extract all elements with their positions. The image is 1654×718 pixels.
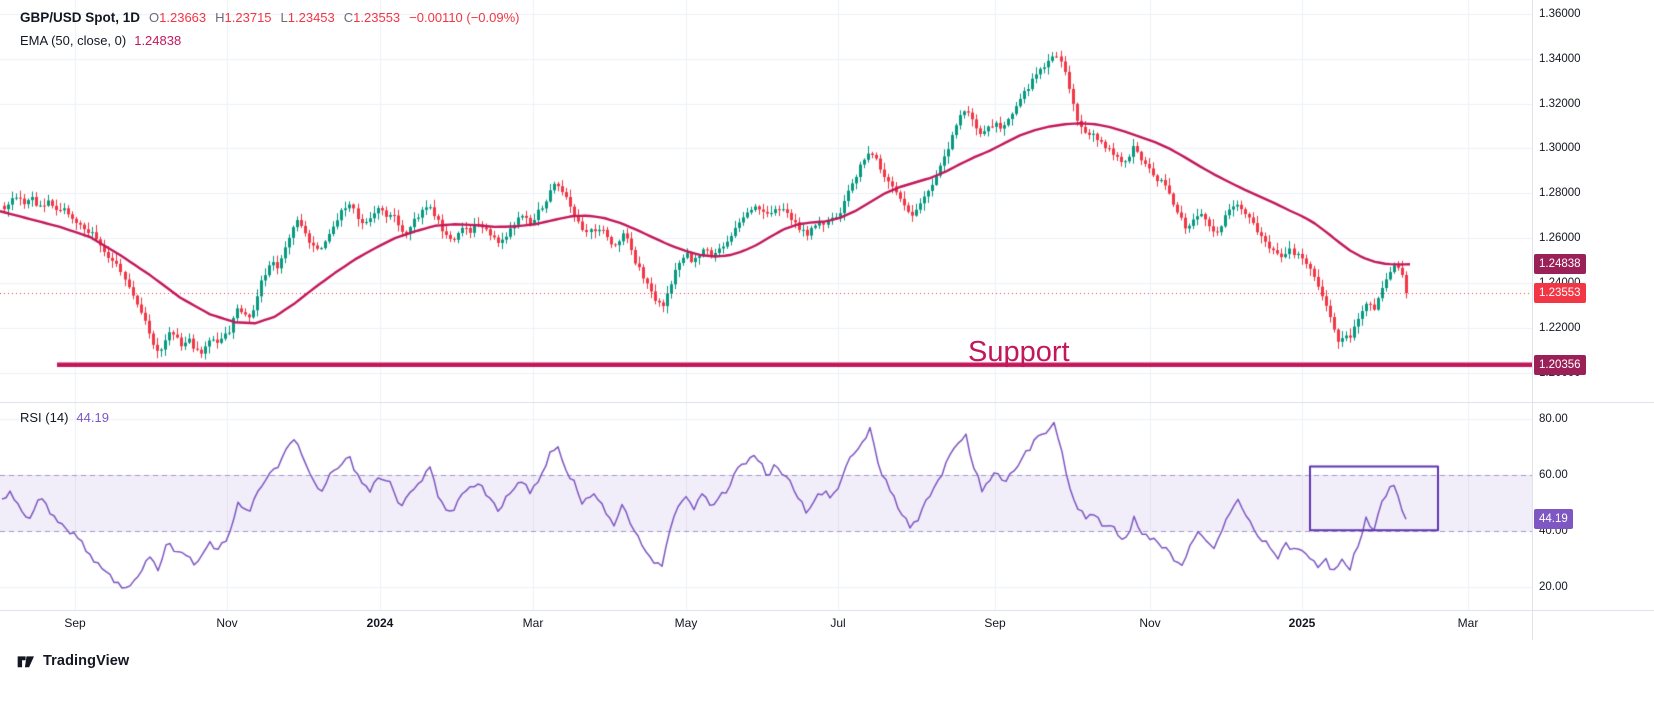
time-axis-label: Nov bbox=[1139, 616, 1161, 630]
price-axis[interactable]: 1.36000 1.34000 1.32000 1.30000 1.28000 1.260… bbox=[1533, 0, 1654, 610]
ohlc-high-label: H bbox=[215, 10, 225, 25]
ohlc-close-label: C bbox=[343, 10, 354, 25]
price-axis-label: 1.28000 bbox=[1539, 187, 1581, 200]
rsi-label: RSI (14) bbox=[20, 410, 69, 425]
rsi-axis-label: 60.00 bbox=[1539, 469, 1568, 481]
price-axis-label: 1.36000 bbox=[1539, 7, 1581, 20]
tradingview-logo-icon bbox=[16, 651, 36, 671]
ema-label: EMA (50, close, 0) bbox=[20, 33, 127, 48]
ohlc-low-label: L bbox=[280, 10, 288, 25]
ema-value: 1.24838 bbox=[134, 33, 182, 48]
ohlc-close-value: 1.23553 bbox=[353, 10, 401, 25]
time-axis-label: Nov bbox=[216, 616, 238, 630]
tradingview-attribution[interactable]: TradingView bbox=[16, 648, 129, 674]
pane-separator[interactable] bbox=[0, 402, 1654, 403]
ohlc-high: H1.23715 bbox=[215, 10, 271, 25]
time-axis-label: May bbox=[674, 616, 698, 630]
price-axis-label: 1.26000 bbox=[1539, 232, 1581, 245]
chart-canvas[interactable] bbox=[0, 0, 1532, 610]
symbol-title: GBP/USD Spot, 1D bbox=[20, 10, 141, 25]
ohlc-low-value: 1.23453 bbox=[287, 10, 335, 25]
rsi-legend[interactable]: RSI (14) 44.19 bbox=[20, 410, 109, 425]
ohlc-open-label: O bbox=[149, 10, 160, 25]
support-annotation-label[interactable]: Support bbox=[968, 336, 1070, 368]
rsi-axis-label: 20.00 bbox=[1539, 581, 1568, 594]
price-scale-separator[interactable] bbox=[1532, 0, 1533, 640]
time-axis-label: Mar bbox=[522, 616, 544, 630]
time-axis-label: Mar bbox=[1457, 616, 1479, 630]
price-axis-label: 1.30000 bbox=[1539, 142, 1581, 155]
time-axis-label: 2025 bbox=[1288, 616, 1316, 630]
price-axis-label: 1.32000 bbox=[1539, 97, 1581, 110]
last-price-badge: 1.23553 bbox=[1534, 282, 1586, 303]
rsi-value-badge: 44.19 bbox=[1534, 509, 1573, 530]
time-axis-label: 2024 bbox=[366, 616, 394, 630]
time-axis-label: Sep bbox=[64, 616, 86, 630]
rsi-value: 44.19 bbox=[76, 410, 109, 425]
time-axis-label: Sep bbox=[984, 616, 1006, 630]
time-axis[interactable]: Sep Nov 2024 Mar May Jul Sep Nov 2025 Mar bbox=[0, 611, 1532, 639]
support-price-badge: 1.20356 bbox=[1534, 354, 1586, 375]
ohlc-high-value: 1.23715 bbox=[224, 10, 272, 25]
ema-price-badge: 1.24838 bbox=[1534, 254, 1586, 275]
time-axis-label: Jul bbox=[830, 616, 846, 630]
change-value: −0.00110 (−0.09%) bbox=[409, 10, 520, 25]
symbol-legend[interactable]: GBP/USD Spot, 1D O1.23663 H1.23715 L1.23453… bbox=[20, 10, 520, 25]
ohlc-close: C1.23553 bbox=[344, 10, 400, 25]
ohlc-open-value: 1.23663 bbox=[159, 10, 207, 25]
price-axis-label: 1.34000 bbox=[1539, 52, 1581, 65]
rsi-axis-label: 80.00 bbox=[1539, 413, 1568, 425]
price-axis-label: 1.22000 bbox=[1539, 321, 1581, 334]
tradingview-brand-text: TradingView bbox=[43, 653, 130, 669]
ohlc-open: O1.23663 bbox=[149, 10, 206, 25]
ema-legend[interactable]: EMA (50, close, 0) 1.24838 bbox=[20, 33, 181, 48]
ohlc-low: L1.23453 bbox=[281, 10, 335, 25]
time-axis-separator bbox=[0, 610, 1654, 611]
